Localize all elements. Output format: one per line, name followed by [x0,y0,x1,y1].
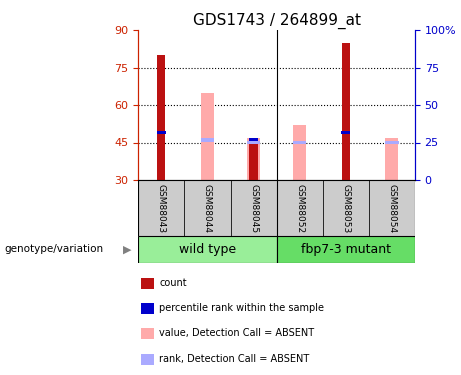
Bar [141,303,154,314]
Bar [323,180,369,236]
Bar [385,141,399,144]
Bar [157,130,166,134]
Text: ▶: ▶ [123,244,131,254]
Bar [249,138,258,142]
Text: GSM88043: GSM88043 [157,184,166,234]
Bar [247,141,260,144]
Title: GDS1743 / 264899_at: GDS1743 / 264899_at [193,12,361,28]
Text: genotype/variation: genotype/variation [5,244,104,254]
Bar [141,354,154,364]
Bar [249,138,258,180]
Bar [184,180,230,236]
Bar [342,42,350,180]
Bar [385,138,398,180]
Text: count: count [159,278,187,288]
Bar [141,328,154,339]
Text: fbp7-3 mutant: fbp7-3 mutant [301,243,391,256]
Text: GSM88045: GSM88045 [249,184,258,234]
Text: GSM88053: GSM88053 [341,184,350,234]
Bar [230,180,277,236]
Bar [277,180,323,236]
Bar [201,93,214,180]
Bar [293,141,307,144]
Text: percentile rank within the sample: percentile rank within the sample [159,303,324,313]
Bar [293,125,306,180]
Bar [138,236,277,262]
Text: GSM88044: GSM88044 [203,184,212,234]
Text: rank, Detection Call = ABSENT: rank, Detection Call = ABSENT [159,354,309,364]
Bar [157,55,165,180]
Text: value, Detection Call = ABSENT: value, Detection Call = ABSENT [159,328,314,338]
Bar [247,138,260,180]
Bar [341,130,350,134]
Bar [277,236,415,262]
Text: GSM88054: GSM88054 [387,184,396,234]
Bar [201,138,214,142]
Text: GSM88052: GSM88052 [295,184,304,234]
Text: wild type: wild type [179,243,236,256]
Bar [141,278,154,289]
Bar [369,180,415,236]
Bar [138,180,184,236]
